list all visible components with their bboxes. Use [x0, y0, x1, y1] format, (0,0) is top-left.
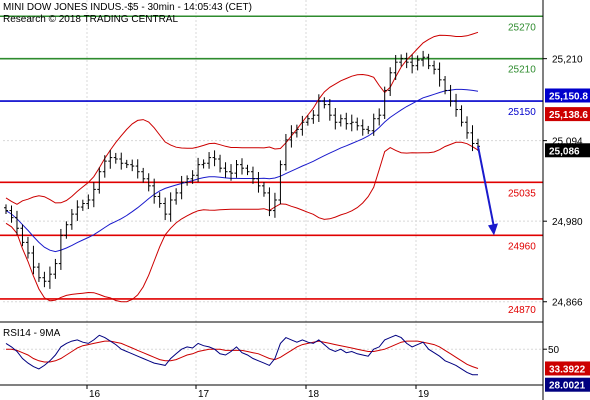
rsi-badge-box — [545, 377, 590, 392]
x-tick-label: 19 — [418, 389, 430, 400]
rsi-line — [5, 334, 478, 376]
rsi-title: RSI14 - 9MA — [3, 328, 61, 339]
y-tick-label: 25,094 — [552, 137, 583, 148]
rsi-badge-label: 28.0021 — [549, 381, 586, 392]
rsi-lines — [5, 334, 479, 376]
level-label: 25210 — [508, 65, 536, 76]
level-label: 25270 — [508, 22, 536, 33]
bollinger-price-badge: 25,138.6 — [545, 107, 590, 122]
level-label: 24870 — [508, 305, 536, 316]
forecast-arrow-head — [488, 223, 498, 236]
x-tick-label: 16 — [89, 389, 101, 400]
rsi-y-tick-label: 50 — [548, 345, 560, 356]
x-tick-label: 17 — [198, 389, 210, 400]
rsi-ma-line — [6, 340, 479, 369]
rsi-ma-badge-box — [545, 361, 590, 376]
bollinger-price-badge-box — [545, 107, 590, 122]
last-price-badge-box — [545, 143, 590, 158]
research-credit: Research © 2018 TRADING CENTRAL — [3, 14, 178, 25]
level-label: 25035 — [508, 188, 536, 199]
bollinger-price-badge-label: 25,138.6 — [549, 110, 588, 121]
rsi-badge: 28.0021 — [545, 377, 590, 392]
pivot-price-badge: 25,150.8 — [545, 88, 590, 103]
forecast-arrow — [477, 146, 498, 236]
price-badges[interactable]: 25,150.8 25,138.6 25,086 33.3922 28.0021 — [545, 88, 590, 392]
rsi-ma-badge: 33.3922 — [545, 361, 590, 376]
main-grid — [3, 0, 543, 384]
pivot-price-badge-label: 25,150.8 — [549, 91, 588, 102]
moving-average — [5, 88, 479, 253]
y-tick-label: 25,210 — [552, 55, 583, 66]
moving-average-line — [5, 88, 479, 253]
price-bars — [4, 50, 480, 289]
y-tick-label: 24,980 — [552, 217, 583, 228]
forecast-arrow-shaft — [477, 146, 495, 228]
bollinger-lower — [5, 141, 479, 303]
last-price-badge: 25,086 — [545, 143, 590, 158]
last-price-badge-label: 25,086 — [549, 146, 580, 157]
levels-layer: 25270 25210 25150 25035 24960 24870 — [0, 15, 543, 316]
level-label: 24960 — [508, 241, 536, 252]
chart-title: MINI DOW JONES INDUS.-$5 - 30min - 14:05… — [3, 2, 252, 13]
level-label: 25150 — [508, 107, 536, 118]
bollinger-bands — [5, 31, 479, 303]
y-tick-label: 24,866 — [552, 298, 583, 309]
pivot-price-badge-box — [545, 88, 590, 103]
rsi-ma-badge-label: 33.3922 — [549, 364, 586, 375]
bollinger-upper — [5, 31, 479, 205]
x-tick-label: 18 — [308, 389, 320, 400]
